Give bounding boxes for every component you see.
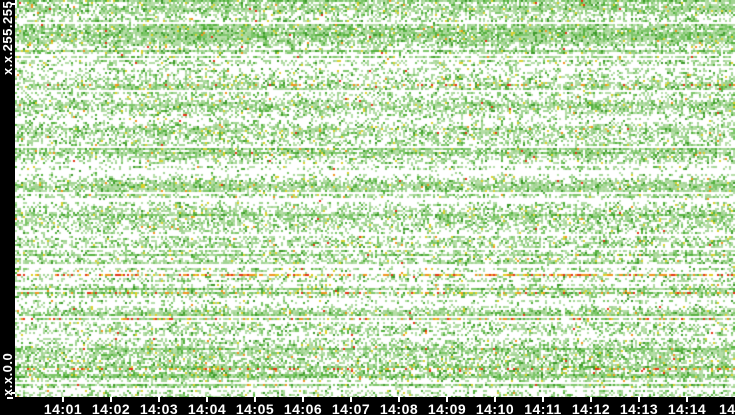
x-axis-tick xyxy=(494,397,496,402)
x-axis-tick xyxy=(398,397,400,402)
x-axis-tick-label: 14:07 xyxy=(331,401,371,415)
activity-raster-canvas xyxy=(15,0,735,397)
x-axis-tick xyxy=(446,397,448,402)
x-axis-tick xyxy=(254,397,256,402)
y-axis-tick-bottom xyxy=(11,392,15,394)
x-axis-tick-label: 14:01 xyxy=(43,401,83,415)
x-axis-tick-label: 14:08 xyxy=(379,401,419,415)
x-axis-tick xyxy=(302,397,304,402)
x-axis-tick xyxy=(542,397,544,402)
x-axis-tick-label-partial: 14 xyxy=(719,401,735,415)
x-axis-tick xyxy=(110,397,112,402)
y-axis-tick-top xyxy=(11,3,15,5)
x-axis-tick-label: 14:13 xyxy=(619,401,659,415)
x-axis-tick xyxy=(350,397,352,402)
y-axis-label-bottom: x.x.0.0 xyxy=(0,352,15,396)
x-axis-tick xyxy=(638,397,640,402)
x-axis-tick xyxy=(62,397,64,402)
x-axis-tick-label: 14:09 xyxy=(427,401,467,415)
x-axis-tick-label: 14:04 xyxy=(187,401,227,415)
x-axis-tick-label: 14:12 xyxy=(571,401,611,415)
x-axis-tick-label: 14:11 xyxy=(524,401,562,415)
x-axis-tick xyxy=(158,397,160,402)
x-axis-tick-label: 14:02 xyxy=(91,401,131,415)
x-axis-tick xyxy=(686,397,688,402)
x-axis-tick-label: 14:14 xyxy=(667,401,707,415)
y-axis-label-top: x.x.255.255 xyxy=(0,0,15,75)
x-axis-tick-label: 14:05 xyxy=(235,401,275,415)
x-axis-tick-label: 14:06 xyxy=(283,401,323,415)
x-axis-tick-label: 14:10 xyxy=(475,401,515,415)
x-axis-tick xyxy=(206,397,208,402)
axis-corner-dash xyxy=(7,397,13,399)
x-axis-tick xyxy=(590,397,592,402)
x-axis-tick-label: 14:03 xyxy=(139,401,179,415)
